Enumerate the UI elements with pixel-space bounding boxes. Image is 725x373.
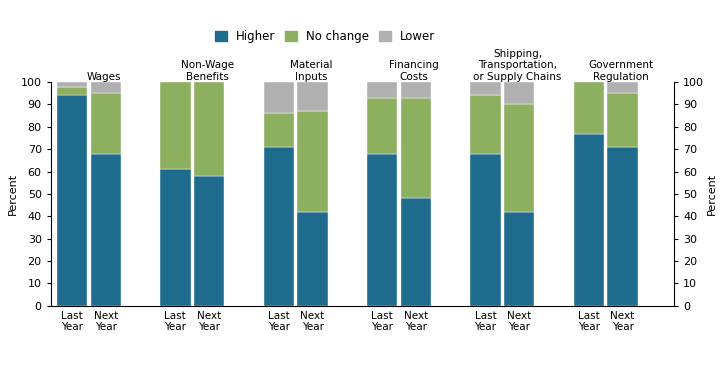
Bar (401, 198, 431, 306)
Bar (367, 98, 397, 154)
Bar (401, 82, 431, 98)
Bar (471, 82, 500, 95)
Bar (573, 82, 604, 134)
Y-axis label: Percent: Percent (707, 173, 717, 215)
Bar (57, 95, 87, 306)
Bar (263, 82, 294, 113)
Bar (367, 154, 397, 306)
Bar (297, 82, 328, 111)
Bar (608, 93, 638, 147)
Bar (504, 82, 534, 104)
Y-axis label: Percent: Percent (8, 173, 18, 215)
Bar (194, 82, 225, 176)
Text: Shipping,
Transportation,
or Supply Chains: Shipping, Transportation, or Supply Chai… (473, 49, 562, 82)
Bar (504, 212, 534, 306)
Bar (91, 154, 121, 306)
Bar (471, 154, 500, 306)
Bar (263, 147, 294, 306)
Text: Financing
Costs: Financing Costs (389, 60, 439, 82)
Text: Wages: Wages (87, 72, 121, 82)
Bar (160, 169, 191, 306)
Text: Material
Inputs: Material Inputs (289, 60, 332, 82)
Bar (401, 98, 431, 198)
Bar (160, 82, 191, 169)
Bar (263, 113, 294, 147)
Legend: Higher, No change, Lower: Higher, No change, Lower (210, 25, 440, 48)
Bar (608, 147, 638, 306)
Bar (57, 87, 87, 95)
Bar (504, 104, 534, 212)
Text: Government
Regulation: Government Regulation (588, 60, 653, 82)
Bar (367, 82, 397, 98)
Bar (297, 212, 328, 306)
Bar (194, 176, 225, 306)
Bar (608, 82, 638, 93)
Bar (91, 82, 121, 93)
Bar (297, 111, 328, 212)
Bar (91, 93, 121, 154)
Text: Non-Wage
Benefits: Non-Wage Benefits (181, 60, 234, 82)
Bar (471, 95, 500, 154)
Bar (573, 134, 604, 306)
Bar (57, 82, 87, 87)
